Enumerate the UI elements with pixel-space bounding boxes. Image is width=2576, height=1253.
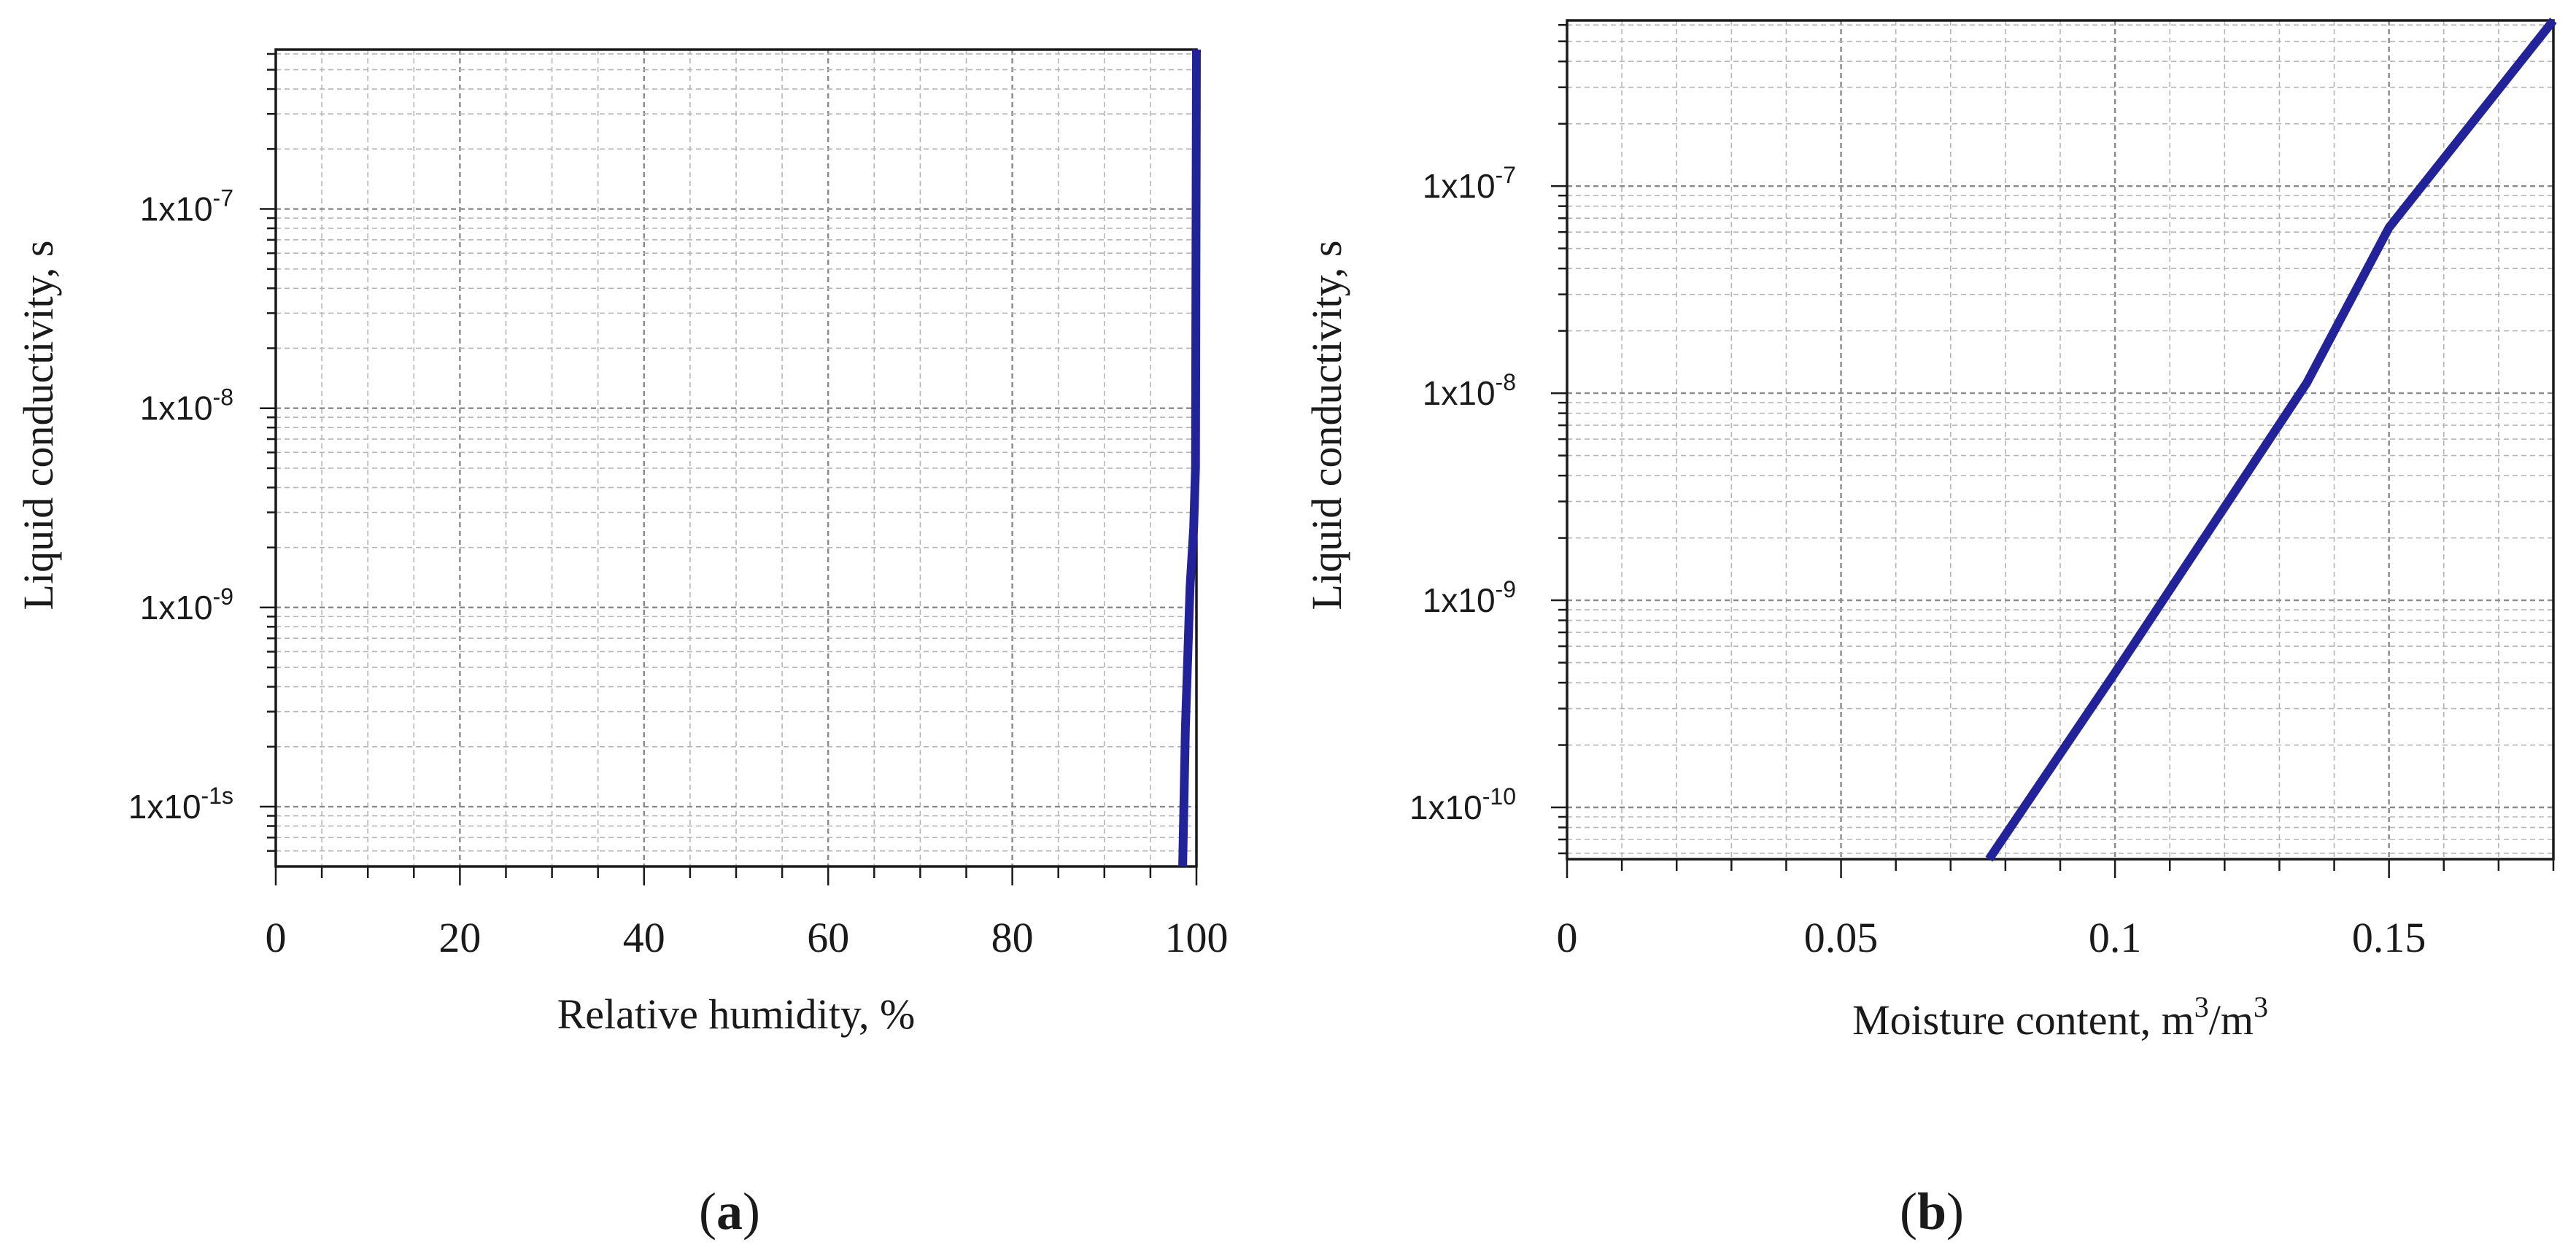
panel-b: 0 0.05 0.1 0.151x10-101x10-91x10-81x10-7Moi… xyxy=(1303,18,2557,1241)
y-tick-label: 1x10-9 xyxy=(1423,576,1516,619)
y-tick-label-base: 1x10 xyxy=(1423,167,1496,205)
y-tick-label: 1x10-8 xyxy=(140,384,233,427)
panel-label-paren: ( xyxy=(1900,1182,1917,1241)
y-tick-label-base: 1x10 xyxy=(140,190,213,228)
x-tick-label: 80 xyxy=(991,914,1034,961)
x-axis-label: Relative humidity, % xyxy=(557,990,916,1038)
y-tick-label-base: 1x10 xyxy=(1423,374,1496,412)
x-tick-label: 0.1 xyxy=(2089,914,2142,961)
x-tick-label: 100 xyxy=(1165,914,1229,961)
y-tick-label-exponent: -8 xyxy=(1496,369,1516,395)
x-tick-label: 20 xyxy=(438,914,481,961)
y-tick-label-base: 1x10 xyxy=(1423,581,1496,619)
panel-label-paren: ( xyxy=(699,1182,716,1241)
panel-a: 0 20 40 60 80 1001x10-1s1x10-91x10-81x10-7Rel… xyxy=(15,48,1229,1241)
y-tick-label: 1x10-1s xyxy=(128,783,233,826)
y-tick-label-exponent: -9 xyxy=(1496,576,1516,602)
x-axis-label-sup: 3 xyxy=(2254,990,2268,1023)
y-axis-label: Liquid conductivity, s xyxy=(15,241,62,610)
y-axis-label: Liquid conductivity, s xyxy=(1303,241,1350,610)
x-tick-label: 0 xyxy=(266,914,287,961)
x-axis-label-sup: 3 xyxy=(2194,990,2209,1023)
y-tick-label-base: 1x10 xyxy=(140,589,213,626)
x-axis-label-text: Relative humidity, % xyxy=(557,990,916,1038)
panel-label-letter: b xyxy=(1917,1182,1946,1241)
x-tick-label: 0.05 xyxy=(1804,914,1879,961)
x-tick-label: 0 xyxy=(1557,914,1578,961)
panel-label-paren: ) xyxy=(1946,1182,1964,1241)
series-line-liquid-conductivity xyxy=(1178,49,1201,867)
x-tick-label: 40 xyxy=(623,914,665,961)
y-tick-label: 1x10-9 xyxy=(140,583,233,626)
series-line-liquid-conductivity xyxy=(1985,18,2557,862)
y-tick-label: 1x10-7 xyxy=(140,185,233,228)
y-tick-label-base: 1x10 xyxy=(1409,788,1482,826)
panel-label-paren: ) xyxy=(743,1182,760,1241)
y-tick-label: 1x10-10 xyxy=(1409,783,1516,826)
y-tick-label-base: 1x10 xyxy=(128,788,201,826)
y-tick-label-exponent: -7 xyxy=(1496,162,1516,188)
panel-label-letter: a xyxy=(716,1182,743,1241)
y-tick-label-exponent: -9 xyxy=(213,583,233,610)
x-tick-label: 60 xyxy=(807,914,849,961)
y-tick-label: 1x10-8 xyxy=(1423,369,1516,412)
x-tick-label: 0.15 xyxy=(2352,914,2426,961)
panel-label: (a) xyxy=(699,1182,760,1241)
x-axis-label-text: Moisture content, m xyxy=(1852,996,2194,1044)
x-axis-label-mid: /m xyxy=(2209,996,2254,1044)
y-tick-label-exponent: -7 xyxy=(213,185,233,212)
y-tick-label-exponent: -1s xyxy=(201,783,233,809)
y-tick-label: 1x10-7 xyxy=(1423,162,1516,205)
x-axis-label: Moisture content, m3/m3 xyxy=(1852,990,2268,1044)
y-tick-label-exponent: -10 xyxy=(1482,783,1516,810)
y-tick-label-exponent: -8 xyxy=(213,384,233,411)
y-tick-label-base: 1x10 xyxy=(140,389,213,427)
plot-frame xyxy=(1566,19,2555,861)
panel-label: (b) xyxy=(1900,1182,1964,1241)
